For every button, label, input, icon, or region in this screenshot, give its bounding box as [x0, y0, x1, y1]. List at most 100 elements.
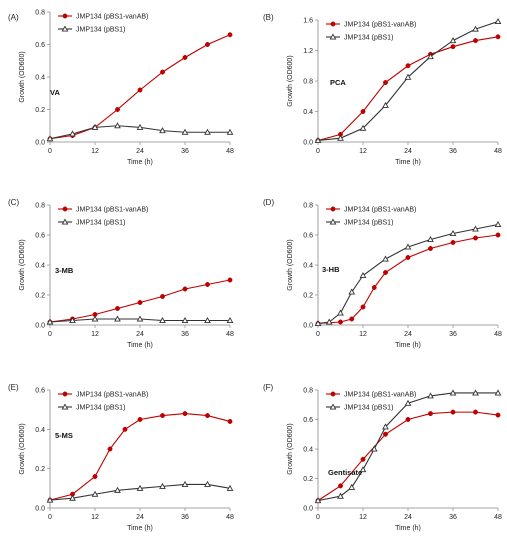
data-point: [227, 419, 233, 424]
legend-marker: [330, 391, 336, 397]
compound-label: VA: [50, 88, 60, 97]
x-tick-label: 24: [136, 148, 144, 155]
data-point: [159, 127, 166, 134]
data-point: [348, 483, 356, 490]
y-tick-label: 0.4: [35, 75, 45, 82]
legend-label: JMP134 (pBS1-vanAB): [344, 22, 416, 29]
legend-item: JMP134 (pBS1): [326, 218, 393, 227]
series-jmp134-pbs1: [314, 389, 502, 504]
data-point: [115, 107, 120, 112]
legend-label: JMP134 (pBS1): [344, 405, 393, 412]
legend-label: JMP134 (pBS1-vanAB): [344, 392, 416, 399]
data-point: [404, 243, 412, 250]
legend-marker: [329, 33, 337, 40]
series-jmp134-pbs1: [46, 315, 234, 325]
data-point: [450, 44, 456, 50]
data-point: [348, 288, 356, 295]
y-tick-label: 0.0: [303, 323, 313, 330]
x-tick-label: 24: [404, 148, 412, 155]
y-tick-label: 0.4: [303, 447, 313, 454]
legend-marker: [62, 391, 68, 397]
data-point: [46, 496, 54, 503]
compound-label: 5-MS: [55, 431, 73, 440]
data-point: [227, 277, 233, 283]
legend-marker: [61, 25, 69, 32]
x-tick-label: 36: [181, 331, 189, 338]
legend-label: JMP134 (pBS1): [344, 220, 393, 227]
y-tick-label: 0.6: [35, 42, 45, 49]
y-tick-label: 0.4: [35, 263, 45, 270]
chart-panel-b: (B) 0.0 0.4 0.8 1.2 1.6 0 12 24 36 48 Time (h) Growt…: [263, 13, 502, 166]
legend-marker: [62, 13, 68, 19]
x-tick-label: 24: [136, 331, 144, 338]
data-point: [360, 456, 366, 462]
data-point: [359, 466, 367, 473]
data-point: [383, 431, 388, 437]
series-line: [49, 34, 231, 140]
data-point: [46, 135, 54, 142]
y-tick-label: 0.4: [303, 109, 313, 116]
legend-item: JMP134 (pBS1): [58, 218, 125, 227]
data-point: [427, 53, 434, 60]
data-point: [226, 316, 234, 324]
y-tick-label: 0.8: [303, 203, 313, 210]
data-point: [337, 134, 344, 141]
data-point: [69, 494, 76, 501]
panel-label: (F): [263, 383, 274, 392]
y-tick-label: 0.6: [303, 233, 313, 240]
data-point: [115, 306, 120, 311]
legend-label: JMP134 (pBS1-vanAB): [76, 14, 148, 21]
x-tick-label: 0: [316, 148, 320, 155]
data-point: [472, 225, 479, 232]
chart-panel-f: (F) 0.0 0.2 0.4 0.6 0.8 0 12 24 36 48 Time (h) Growt…: [263, 383, 502, 532]
y-tick-label: 0.2: [35, 107, 45, 114]
data-point: [204, 480, 211, 487]
series-line: [49, 413, 231, 501]
series-jmp134-pbs1-vanab: [315, 34, 501, 143]
data-point: [473, 235, 478, 241]
data-point: [160, 413, 165, 419]
data-point: [472, 25, 479, 32]
legend-item: JMP134 (pBS1-vanAB): [326, 207, 416, 214]
x-tick-label: 12: [359, 148, 367, 155]
data-point: [182, 55, 188, 60]
series-jmp134-pbs1: [46, 122, 234, 142]
y-axis-title: Growth (OD600): [19, 239, 26, 290]
y-tick-label: 1.6: [303, 18, 313, 25]
data-point: [449, 37, 457, 44]
data-point: [226, 128, 234, 135]
panel-label: (D): [263, 198, 274, 207]
y-axis-title: Growth (OD600): [19, 423, 26, 474]
series-jmp134-pbs1-vanab: [47, 411, 233, 503]
legend-item: JMP134 (pBS1-vanAB): [58, 14, 148, 21]
chart-panel-d: (D) 0.0 0.2 0.4 0.6 0.8 0 12 24 36 48 Time (h) Growt…: [263, 198, 502, 349]
legend-item: JMP134 (pBS1): [58, 403, 125, 412]
legend-label: JMP134 (pBS1-vanAB): [76, 207, 148, 214]
data-point: [159, 316, 166, 324]
x-tick-label: 0: [48, 331, 52, 338]
data-point: [472, 389, 479, 396]
x-axis-title: Time (h): [127, 159, 153, 166]
data-point: [349, 316, 355, 322]
compound-label: 3-HB: [322, 265, 340, 274]
series-jmp134-pbs1-vanab: [47, 277, 233, 325]
y-tick-label: 0.0: [35, 140, 45, 147]
legend-label: JMP134 (pBS1): [76, 220, 125, 227]
y-tick-label: 0.2: [303, 476, 313, 483]
data-point: [114, 486, 121, 493]
data-point: [494, 17, 502, 25]
legend-marker: [61, 218, 69, 225]
x-tick-label: 36: [181, 148, 189, 155]
data-point: [182, 411, 188, 417]
y-axis-title: Growth (OD600): [287, 423, 294, 474]
x-tick-label: 0: [316, 514, 320, 521]
data-point: [91, 315, 99, 322]
panel-label: (B): [263, 13, 274, 22]
legend-marker: [330, 21, 336, 27]
data-point: [114, 315, 121, 322]
data-point: [337, 492, 344, 499]
data-point: [427, 235, 434, 243]
data-point: [182, 286, 188, 292]
data-point: [428, 246, 433, 251]
